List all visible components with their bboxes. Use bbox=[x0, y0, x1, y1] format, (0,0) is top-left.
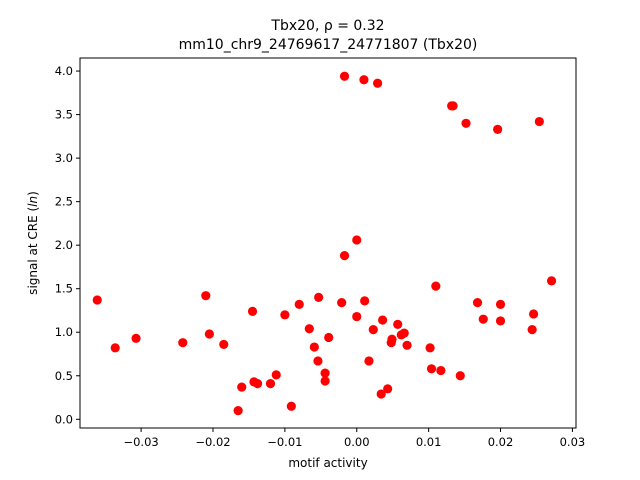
data-point bbox=[402, 340, 412, 350]
data-point bbox=[337, 298, 347, 308]
data-point bbox=[399, 328, 409, 338]
data-point bbox=[373, 78, 383, 88]
data-point bbox=[352, 311, 362, 322]
data-point bbox=[472, 298, 483, 308]
data-point bbox=[294, 299, 304, 309]
data-point bbox=[271, 370, 281, 380]
data-point bbox=[448, 101, 458, 111]
y-tick-label: 0.5 bbox=[55, 369, 73, 383]
y-tick-label: 1.0 bbox=[55, 325, 73, 339]
chart-title-line2: mm10_chr9_24769617_24771807 (Tbx20) bbox=[179, 37, 478, 53]
data-points bbox=[92, 71, 557, 416]
data-point bbox=[426, 364, 437, 374]
data-point bbox=[252, 379, 263, 389]
data-point bbox=[131, 333, 141, 343]
y-tick-label: 2.0 bbox=[55, 238, 73, 252]
data-point bbox=[364, 356, 374, 366]
data-point bbox=[368, 325, 378, 335]
x-tick-label: 0.01 bbox=[416, 435, 442, 449]
y-axis-label-prefix: signal at CRE ( bbox=[26, 207, 40, 295]
x-axis-label: motif activity bbox=[288, 456, 367, 470]
y-axis-label-suffix: ) bbox=[26, 191, 40, 196]
data-point bbox=[265, 379, 276, 389]
data-point bbox=[219, 339, 229, 350]
x-tick-label: 0.02 bbox=[488, 435, 514, 449]
data-point bbox=[528, 309, 539, 319]
data-point bbox=[178, 338, 188, 348]
y-tick-label: 1.5 bbox=[55, 282, 73, 296]
y-tick-label: 3.5 bbox=[55, 108, 73, 122]
x-tick-label: −0.01 bbox=[267, 435, 302, 449]
data-point bbox=[461, 118, 471, 128]
data-point bbox=[309, 342, 319, 352]
chart-title-line1: Tbx20, ρ = 0.32 bbox=[270, 18, 384, 34]
data-point bbox=[527, 325, 537, 335]
data-point bbox=[495, 299, 506, 309]
plot-area-frame bbox=[79, 57, 577, 429]
data-point bbox=[495, 316, 506, 326]
data-point bbox=[320, 368, 330, 378]
x-tick-label: −0.03 bbox=[123, 435, 158, 449]
data-point bbox=[478, 314, 488, 324]
data-point bbox=[393, 319, 403, 329]
data-point bbox=[352, 235, 362, 245]
data-point bbox=[359, 75, 369, 85]
data-point bbox=[436, 365, 446, 376]
data-point bbox=[92, 295, 102, 305]
data-point bbox=[546, 276, 557, 286]
y-tick-label: 2.5 bbox=[55, 195, 73, 209]
data-point bbox=[493, 124, 503, 134]
data-point bbox=[324, 332, 334, 343]
data-point bbox=[247, 306, 258, 316]
y-tick-label: 4.0 bbox=[55, 64, 73, 78]
data-point bbox=[378, 315, 388, 325]
x-axis-ticks: −0.03 −0.02 −0.01 0.00 0.01 0.02 0.03 bbox=[123, 428, 585, 449]
data-point bbox=[387, 334, 397, 344]
x-tick-label: −0.02 bbox=[195, 435, 230, 449]
data-point bbox=[376, 389, 386, 399]
y-tick-label: 0.0 bbox=[55, 412, 73, 426]
data-point bbox=[237, 382, 247, 392]
data-point bbox=[425, 343, 435, 353]
x-tick-label: 0.00 bbox=[344, 435, 370, 449]
data-point bbox=[204, 329, 214, 339]
y-axis-ticks: 0.0 0.5 1.0 1.5 2.0 2.5 3.0 3.5 4.0 bbox=[55, 64, 80, 426]
data-point bbox=[201, 291, 211, 301]
y-axis-label: signal at CRE (ln) bbox=[26, 191, 40, 295]
data-point bbox=[339, 71, 350, 81]
y-tick-label: 3.0 bbox=[55, 151, 73, 165]
data-point bbox=[431, 281, 441, 291]
data-point bbox=[455, 371, 465, 381]
data-point bbox=[360, 296, 370, 306]
data-point bbox=[383, 384, 393, 394]
y-axis-label-italic: ln bbox=[26, 196, 40, 207]
data-point bbox=[286, 401, 296, 411]
data-point bbox=[534, 116, 544, 127]
data-point bbox=[314, 292, 324, 303]
x-tick-label: 0.03 bbox=[560, 435, 586, 449]
data-point bbox=[320, 376, 330, 386]
data-point bbox=[304, 324, 314, 334]
data-point bbox=[313, 356, 323, 366]
data-point bbox=[233, 405, 243, 416]
data-point bbox=[339, 251, 350, 261]
data-point bbox=[110, 343, 120, 353]
data-point bbox=[280, 310, 290, 320]
